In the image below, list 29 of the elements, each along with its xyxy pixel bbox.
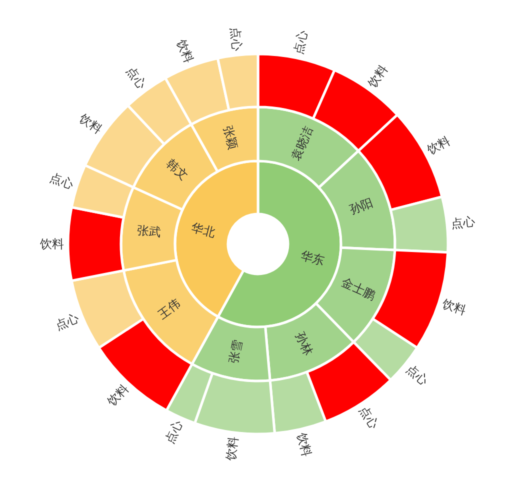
slice-label: 孙林 xyxy=(292,330,316,358)
slice-label: 饮料 xyxy=(104,381,132,410)
slice-label: 点心 xyxy=(356,404,382,432)
slice-label: 饮料 xyxy=(174,36,196,65)
slice-label: 饮料 xyxy=(76,110,104,137)
slice-label: 饮料 xyxy=(294,430,314,458)
slice-label: 饮料 xyxy=(424,133,453,158)
slice-label: 点心 xyxy=(124,64,150,92)
slice-label: 点心 xyxy=(162,418,186,446)
slice-label: 点心 xyxy=(228,26,244,52)
slice-label: 饮料 xyxy=(440,296,468,318)
slice-label: 王伟 xyxy=(155,296,184,322)
slice-label: 华北 xyxy=(190,220,217,240)
slice-label: 点心 xyxy=(403,362,431,388)
slice-label: 点心 xyxy=(48,170,76,192)
slice-label: 饮料 xyxy=(224,436,241,462)
slice-label: 袁晓洁 xyxy=(288,124,316,162)
slice-label: 饮料 xyxy=(364,62,390,91)
slice-label: 饮料 xyxy=(39,237,64,251)
slice-label: 华东 xyxy=(299,248,326,268)
slice-label: 点心 xyxy=(450,214,476,231)
slice-label: 张颖 xyxy=(220,124,240,151)
slice-label: 孙阳 xyxy=(348,195,375,217)
slice-label: 金士鹏 xyxy=(339,275,378,303)
slice-label: 张雪 xyxy=(226,338,245,365)
slice-label: 韩文 xyxy=(164,156,191,183)
slice-label: 点心 xyxy=(53,310,81,333)
slice-label: 张武 xyxy=(136,222,162,240)
slice-label: 点心 xyxy=(291,29,310,56)
